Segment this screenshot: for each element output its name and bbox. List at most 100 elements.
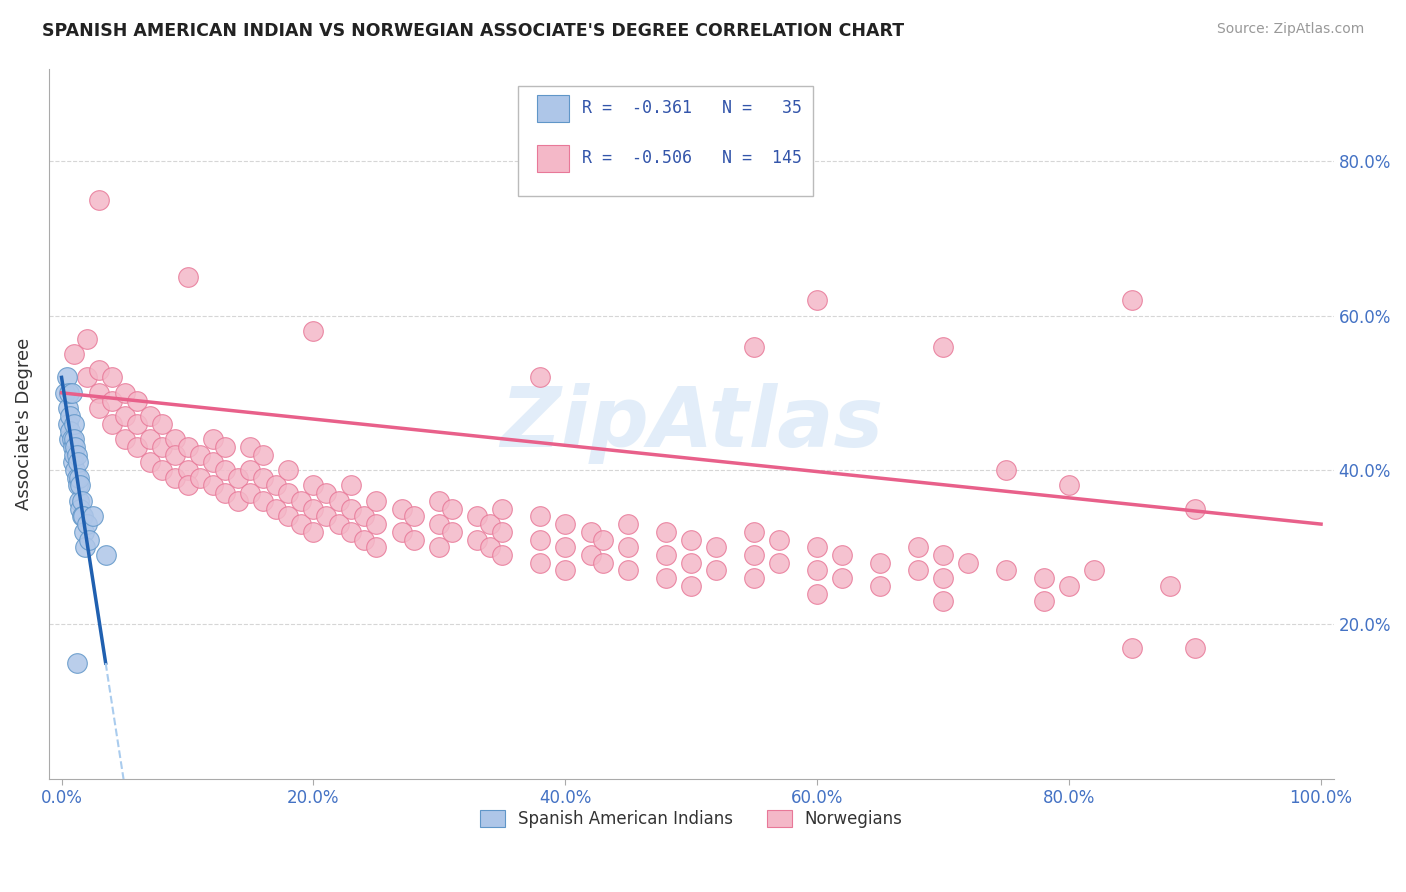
Point <box>465 533 488 547</box>
Point <box>302 501 325 516</box>
Point <box>932 339 955 353</box>
Point <box>353 533 375 547</box>
Point <box>214 463 236 477</box>
Point <box>89 362 111 376</box>
Point <box>58 385 80 400</box>
Point <box>806 563 828 577</box>
Point <box>302 324 325 338</box>
Point <box>62 440 84 454</box>
Point <box>201 478 224 492</box>
Point <box>58 432 80 446</box>
Point <box>1033 571 1056 585</box>
Point <box>742 548 765 562</box>
Point <box>101 417 124 431</box>
Point <box>529 370 551 384</box>
Point <box>404 533 426 547</box>
Point <box>114 409 136 423</box>
Point <box>681 533 703 547</box>
Point <box>67 494 90 508</box>
Point <box>315 486 337 500</box>
Point <box>138 409 160 423</box>
Point <box>340 524 363 539</box>
Point <box>1057 478 1080 492</box>
FancyBboxPatch shape <box>537 95 569 122</box>
Text: R =  -0.506   N =  145: R = -0.506 N = 145 <box>582 149 801 167</box>
Point <box>592 556 614 570</box>
Point <box>681 556 703 570</box>
Point <box>932 594 955 608</box>
Text: ZipAtlas: ZipAtlas <box>499 384 883 464</box>
Point <box>63 448 86 462</box>
Point <box>1083 563 1105 577</box>
Point <box>366 517 388 532</box>
Point <box>742 571 765 585</box>
Point <box>75 541 97 555</box>
Point <box>239 486 262 500</box>
Point <box>150 417 173 431</box>
Point <box>742 524 765 539</box>
Point <box>55 370 77 384</box>
Point <box>302 524 325 539</box>
Text: SPANISH AMERICAN INDIAN VS NORWEGIAN ASSOCIATE'S DEGREE CORRELATION CHART: SPANISH AMERICAN INDIAN VS NORWEGIAN ASS… <box>42 22 904 40</box>
Point <box>252 494 274 508</box>
Point <box>239 440 262 454</box>
Point <box>69 478 91 492</box>
Point <box>932 548 955 562</box>
Point <box>429 494 451 508</box>
Point <box>706 563 728 577</box>
Point <box>62 455 84 469</box>
Point <box>226 471 249 485</box>
Point <box>70 509 93 524</box>
Point <box>76 370 98 384</box>
Point <box>440 501 463 516</box>
Point <box>56 401 79 416</box>
Point <box>114 385 136 400</box>
Point <box>76 517 98 532</box>
Point <box>252 448 274 462</box>
Point <box>66 656 89 670</box>
Point <box>491 501 513 516</box>
Point <box>617 541 640 555</box>
Point <box>264 478 287 492</box>
Point <box>366 541 388 555</box>
Point <box>127 440 149 454</box>
Point <box>201 455 224 469</box>
Point <box>138 432 160 446</box>
Point <box>302 478 325 492</box>
Point <box>529 509 551 524</box>
Point <box>491 548 513 562</box>
Point <box>63 417 86 431</box>
Point <box>59 409 82 423</box>
Point <box>1057 579 1080 593</box>
Point <box>617 517 640 532</box>
Point <box>995 563 1018 577</box>
Point <box>706 541 728 555</box>
Point <box>429 541 451 555</box>
Point <box>806 293 828 308</box>
Point <box>239 463 262 477</box>
Point <box>340 478 363 492</box>
Point <box>806 541 828 555</box>
Point <box>66 471 89 485</box>
Point <box>391 524 413 539</box>
Point <box>66 478 89 492</box>
Point <box>440 524 463 539</box>
Point <box>188 448 211 462</box>
FancyBboxPatch shape <box>517 87 813 196</box>
Y-axis label: Associate's Degree: Associate's Degree <box>15 337 32 510</box>
Point <box>82 509 104 524</box>
Point <box>491 524 513 539</box>
Point <box>554 541 576 555</box>
Point <box>579 524 602 539</box>
Point <box>101 393 124 408</box>
Point <box>1033 594 1056 608</box>
Point <box>806 586 828 600</box>
Point <box>529 556 551 570</box>
Point <box>226 494 249 508</box>
Point <box>201 432 224 446</box>
Point <box>655 571 678 585</box>
Point <box>114 432 136 446</box>
Point <box>65 463 87 477</box>
Point <box>429 517 451 532</box>
Point <box>1184 640 1206 655</box>
